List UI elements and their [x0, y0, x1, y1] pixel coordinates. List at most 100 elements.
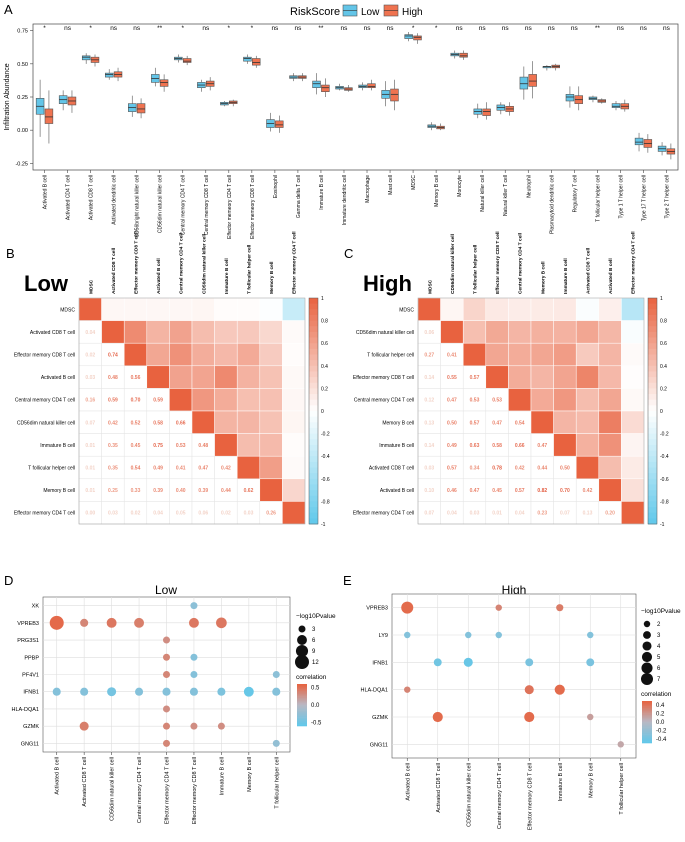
color-legend-segment [642, 716, 652, 719]
box-high [205, 77, 215, 91]
panel-a: A RiskScore Low High -0.25 0.00 0.25 0.50 0.75 In… [4, 2, 679, 239]
row-label: Effector memory CD4 T cell [353, 511, 414, 517]
x-tick-label: Activated B cell [43, 175, 49, 209]
x-tick-label: Type 17 T helper cell [641, 175, 647, 221]
heatmap-cell [462, 297, 487, 321]
y-tick-label: GZMK [23, 724, 39, 730]
diagonal-cell [214, 433, 238, 457]
colorbar-frame [647, 297, 658, 525]
colorbar-segment [309, 337, 318, 344]
box-high [574, 86, 583, 111]
cell-value: 0.59 [108, 398, 118, 404]
heatmap-cell [553, 410, 577, 434]
significance-label: ns [548, 25, 556, 32]
y-tick-label: 0.25 [17, 95, 28, 101]
diagonal-cell [417, 297, 441, 321]
colorbar-segment [309, 450, 318, 457]
colorbar-segment [309, 365, 318, 372]
size-legend-dot [295, 644, 309, 658]
box-body [404, 34, 413, 39]
color-legend-segment [642, 727, 652, 730]
bubble-point [217, 687, 226, 696]
box-body [528, 74, 537, 87]
color-legend-segment [642, 734, 652, 737]
bubble-point [190, 671, 198, 678]
color-legend-label: -0.4 [656, 737, 667, 743]
size-legend-label: 5 [657, 655, 661, 661]
row-label: Activated B cell [380, 488, 414, 494]
box-low [634, 132, 644, 152]
y-tick-label: -0.25 [15, 161, 28, 167]
box-body [252, 58, 261, 66]
color-legend: correlation 0.4 0.2 0.0 -0.2 -0.4 [641, 691, 672, 744]
cell-value: 0.14 [424, 375, 434, 381]
color-legend-segment [297, 702, 307, 704]
cell-value: 0.46 [447, 488, 457, 494]
bubble-point [49, 615, 64, 630]
diagonal-cell [146, 365, 170, 389]
heatmap-cell [575, 365, 600, 389]
heatmap-cell [259, 388, 283, 412]
heatmap-cell [236, 320, 261, 344]
heatmap-cell [485, 342, 509, 367]
row-label: Activated B cell [41, 375, 75, 381]
cell-value: 0.59 [153, 398, 163, 404]
color-legend-segment [642, 713, 652, 716]
column-label: Activated CD8 T cell [586, 248, 592, 294]
box-high [159, 74, 169, 92]
row-label: CD56dim natural killer cell [17, 420, 75, 426]
row-label: MDSC [60, 307, 75, 313]
cell-value: 0.23 [537, 511, 547, 517]
colorbar-segment [309, 495, 318, 502]
box-low [657, 142, 667, 156]
significance-label: ns [387, 25, 395, 32]
cell-value: 0.07 [85, 420, 95, 426]
x-tick-label: Type 1 T helper cell [618, 175, 624, 218]
x-tick-label: Macrophage [365, 175, 371, 203]
heatmap-cell [191, 320, 215, 344]
diagonal-cell [282, 501, 306, 525]
colorbar-segment [309, 518, 318, 525]
colorbar-segment [309, 433, 318, 440]
column-label: Memory B cell [269, 261, 275, 294]
y-tick-label: VPREB3 [17, 621, 39, 627]
colorbar-segment [309, 382, 318, 389]
cell-value: 0.82 [537, 488, 547, 494]
color-legend-segment [297, 710, 307, 713]
cell-value: 0.14 [424, 443, 434, 449]
x-tick-label: Mast cell [388, 175, 394, 195]
cell-value: 0.57 [447, 466, 457, 472]
bubble-point [163, 722, 170, 730]
size-legend: −log10Pvalue 3 6 9 12 [295, 613, 336, 669]
bubble-point [163, 671, 170, 678]
column-label: Central memory CD4 T cell [518, 233, 524, 294]
color-legend-segment [642, 730, 652, 733]
diagonal-cell [485, 365, 509, 389]
box-low [335, 83, 344, 91]
bubble-point [134, 617, 145, 628]
colorbar-segment [648, 399, 657, 406]
colorbar-segment [309, 309, 318, 316]
colorbar-tick-label: 0.2 [321, 386, 328, 392]
color-legend-segment [297, 712, 307, 714]
cell-value: 0.04 [447, 511, 457, 517]
size-legend-dot [642, 641, 652, 651]
colorbar-tick-label: 1 [660, 296, 663, 302]
color-legend-segment [297, 689, 307, 692]
x-tick-label: T follicular helper cell [619, 763, 625, 815]
heatmap-cell [508, 320, 532, 344]
significance-label: ** [595, 25, 601, 32]
cell-value: 0.26 [266, 511, 276, 517]
heatmap-cell [259, 365, 283, 389]
x-tick-label: CD56dim natural killer cell [158, 175, 164, 233]
box-low [565, 86, 575, 108]
significance-label: ns [502, 25, 510, 32]
color-legend-segment [297, 705, 307, 707]
significance-label: ns [133, 25, 141, 32]
heatmap-cell [191, 388, 215, 412]
box-body [459, 52, 468, 58]
cell-value: 0.41 [447, 353, 457, 359]
heatmap-cell [508, 365, 532, 389]
colorbar-segment [648, 427, 657, 434]
